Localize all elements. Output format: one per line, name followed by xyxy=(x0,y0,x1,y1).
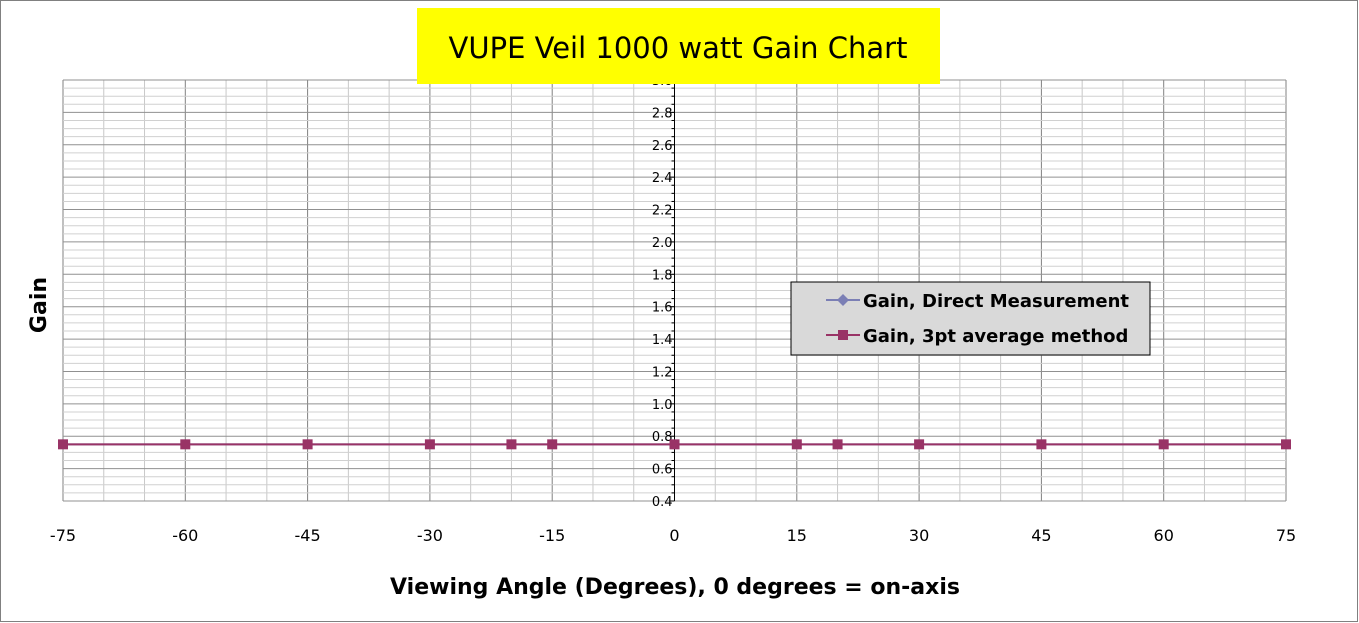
data-point-square xyxy=(669,439,680,450)
y-tick-label: 0.8 xyxy=(652,430,673,445)
data-point-square xyxy=(180,439,191,450)
data-point-square xyxy=(302,439,313,450)
legend-label-direct: Gain, Direct Measurement xyxy=(863,291,1129,312)
y-tick-label: 1.4 xyxy=(652,333,673,348)
y-tick-label: 1.8 xyxy=(652,268,673,283)
y-tick-label: 0.4 xyxy=(652,495,673,510)
data-point-square xyxy=(914,439,925,450)
x-tick-labels: -75 -60 -45 -30 -15 0 15 30 45 60 75 xyxy=(50,526,1296,545)
legend-marker-square-icon xyxy=(838,330,848,340)
x-tick-label: 15 xyxy=(787,526,807,545)
data-point-square xyxy=(547,439,558,450)
data-point-square xyxy=(506,439,517,450)
x-tick-label: 30 xyxy=(909,526,929,545)
data-point-square xyxy=(791,439,802,450)
y-tick-label: 1.6 xyxy=(652,301,673,316)
data-point-square xyxy=(832,439,843,450)
data-point-square xyxy=(1036,439,1047,450)
chart-title: VUPE Veil 1000 watt Gain Chart xyxy=(449,31,908,65)
legend: Gain, Direct Measurement Gain, 3pt avera… xyxy=(790,281,1151,356)
x-tick-label: -45 xyxy=(295,526,321,545)
x-tick-label: -75 xyxy=(50,526,76,545)
data-point-square xyxy=(424,439,435,450)
legend-item-average: Gain, 3pt average method xyxy=(826,326,1128,347)
y-tick-label: 0.6 xyxy=(652,463,673,478)
x-tick-label: -60 xyxy=(172,526,198,545)
x-tick-label: 45 xyxy=(1031,526,1051,545)
data-point-square xyxy=(1281,439,1291,450)
x-tick-label: -30 xyxy=(417,526,443,545)
y-tick-label: 2.6 xyxy=(652,139,673,154)
legend-background xyxy=(790,281,1151,356)
title-background xyxy=(417,8,940,84)
x-tick-label: 60 xyxy=(1154,526,1174,545)
chart-title-box: VUPE Veil 1000 watt Gain Chart xyxy=(417,8,940,84)
legend-item-direct: Gain, Direct Measurement xyxy=(826,291,1129,312)
y-tick-label: 1.2 xyxy=(652,365,673,380)
x-axis-label: Viewing Angle (Degrees), 0 degrees = on-… xyxy=(390,575,960,600)
y-tick-label: 2.4 xyxy=(652,171,673,186)
legend-marker-diamond-icon xyxy=(837,294,849,306)
y-tick-label: 1.0 xyxy=(652,398,673,413)
x-tick-label: 0 xyxy=(669,526,679,545)
data-point-square xyxy=(1158,439,1169,450)
y-axis-label: Gain xyxy=(27,277,52,333)
series-group xyxy=(58,439,1291,450)
x-tick-label: -15 xyxy=(539,526,565,545)
legend-label-average: Gain, 3pt average method xyxy=(863,326,1128,347)
x-tick-label: 75 xyxy=(1276,526,1296,545)
data-point-square xyxy=(58,439,68,450)
y-tick-label: 2.0 xyxy=(652,236,673,251)
y-tick-label: 2.2 xyxy=(652,204,673,219)
y-tick-label: 2.8 xyxy=(652,106,673,121)
